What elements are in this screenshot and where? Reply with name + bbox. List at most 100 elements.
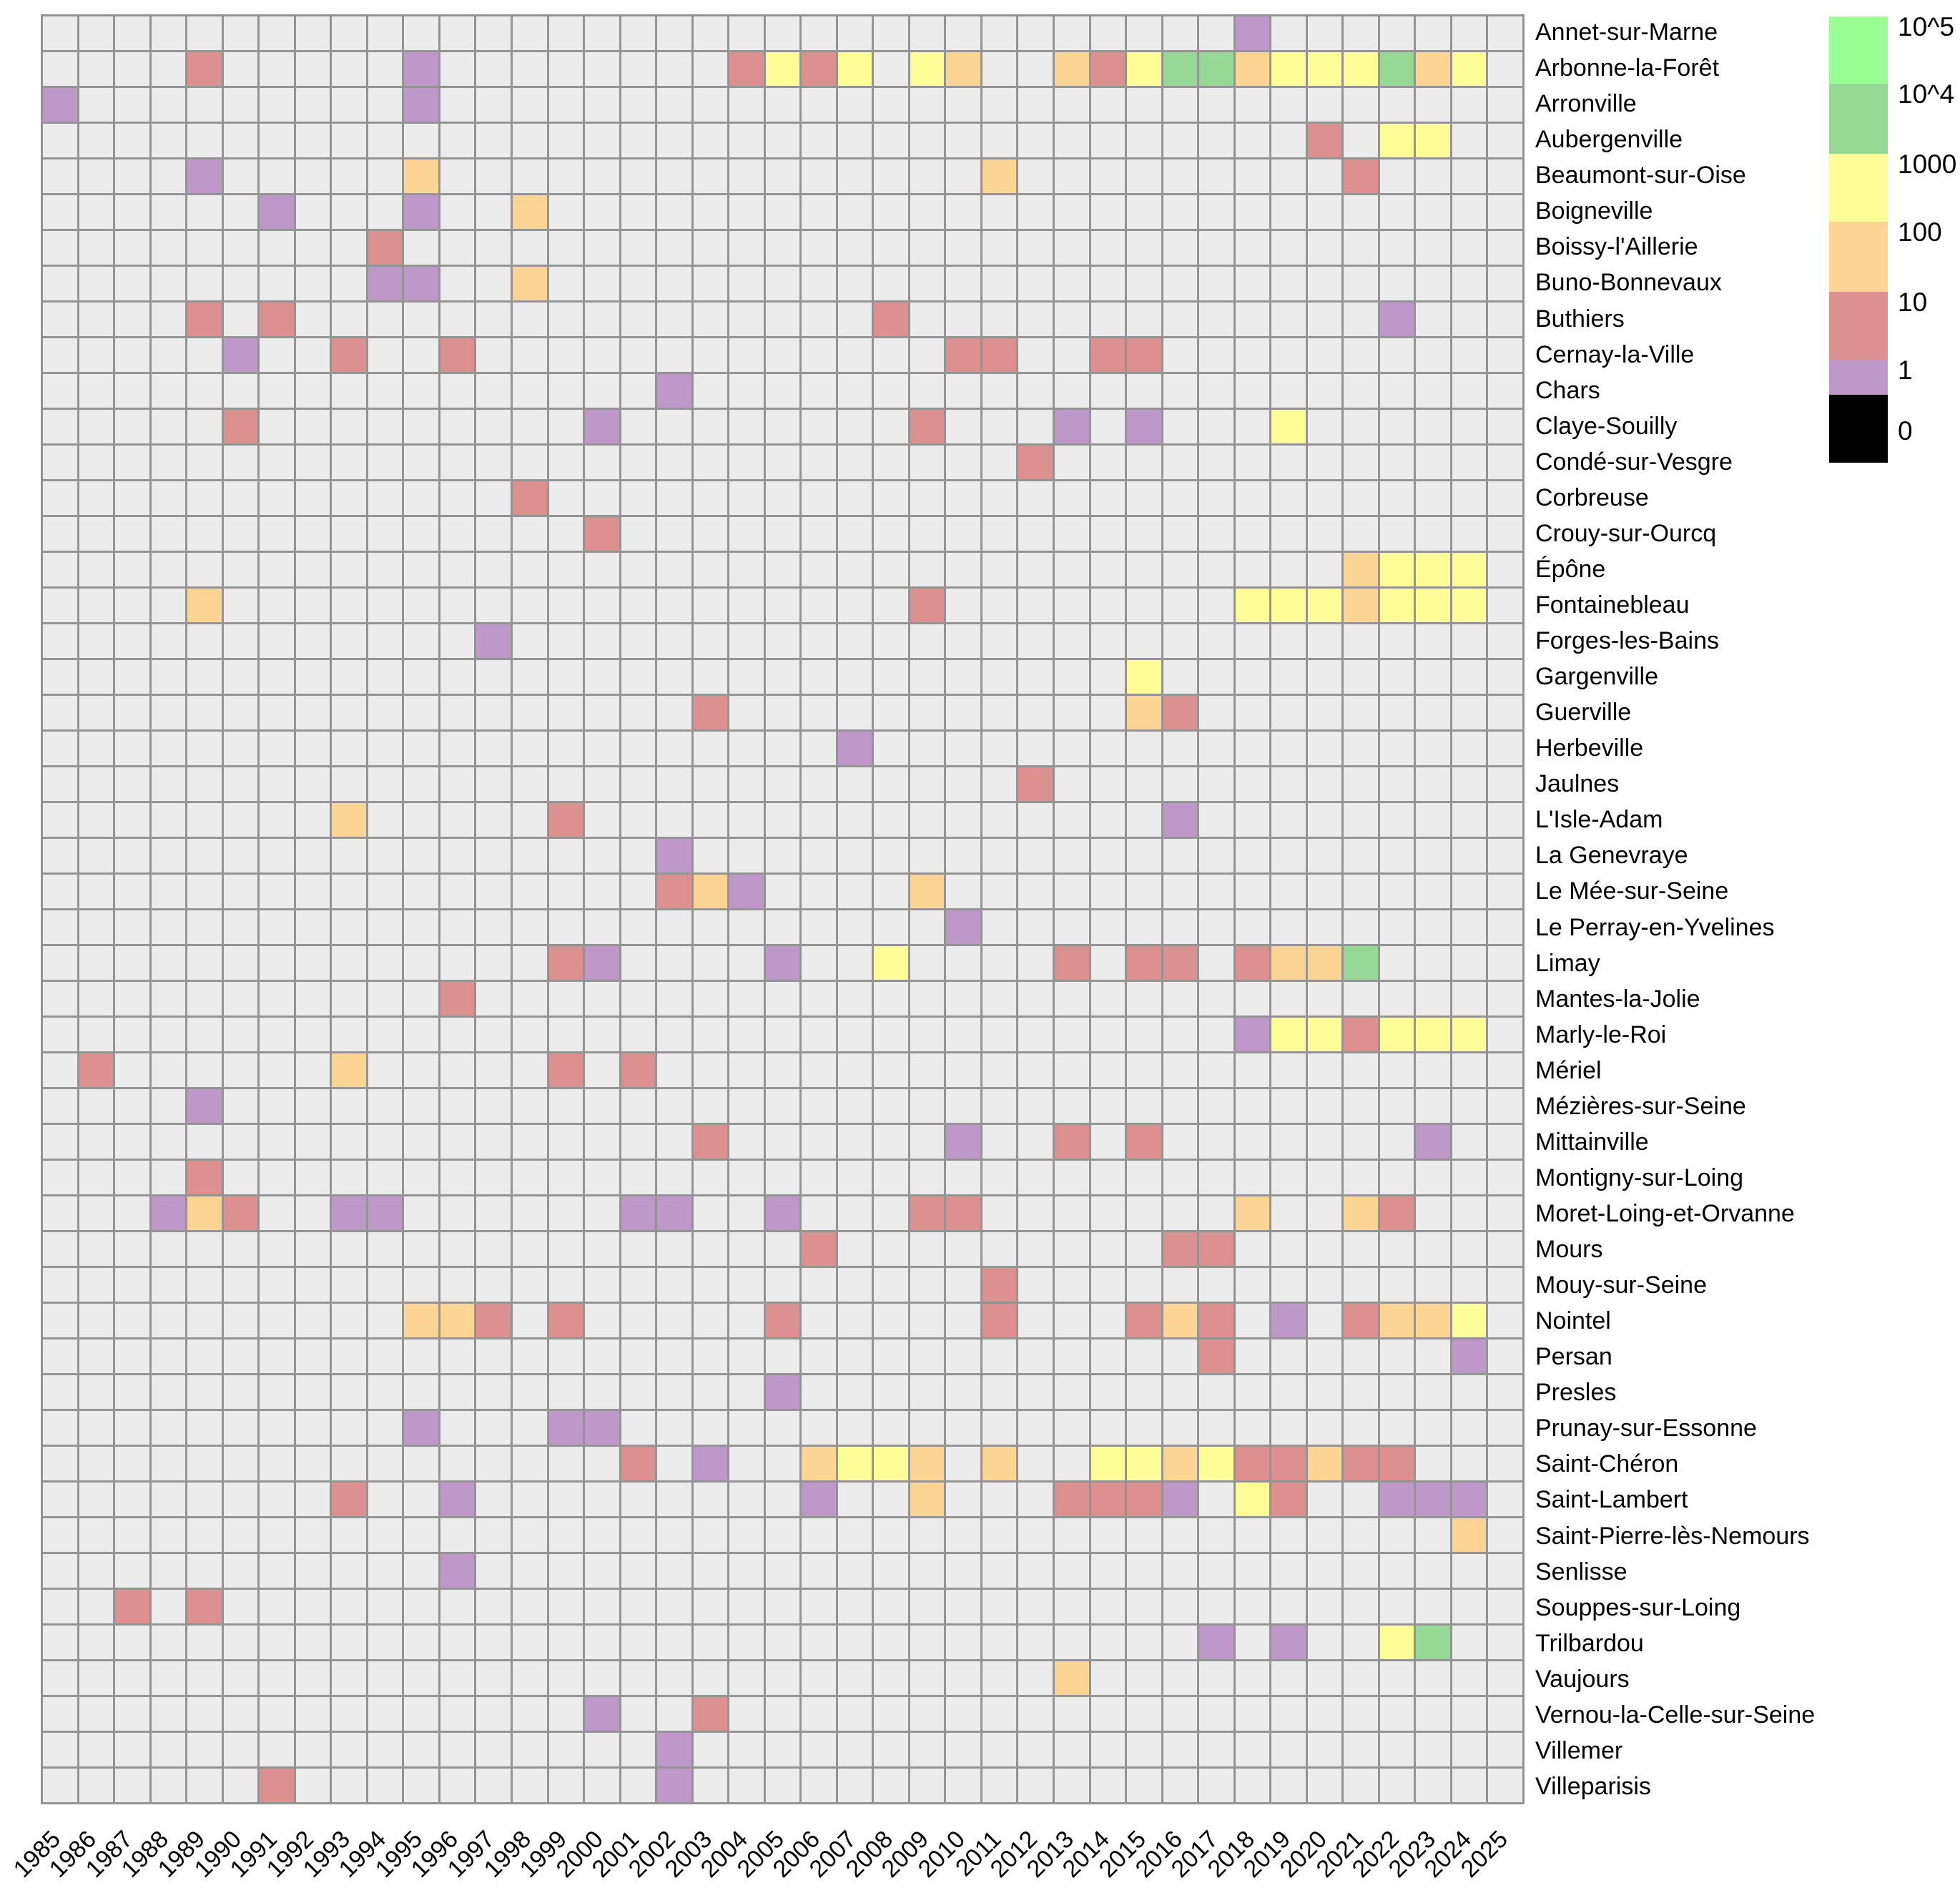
heatmap-cell [910,1733,945,1766]
heatmap-cell [1452,481,1487,515]
row-label: Cernay-la-Ville [1535,340,1695,368]
heatmap-cell [1018,803,1053,837]
heatmap-cell [440,1268,475,1302]
heatmap-cell [187,910,222,944]
heatmap-cell [585,1089,619,1123]
heatmap-cell [1199,1125,1233,1159]
heatmap-cell [765,1554,800,1588]
heatmap-cell [404,624,438,658]
heatmap-cell [1090,1411,1126,1445]
heatmap-cell [187,1018,222,1051]
heatmap-cell [729,1447,764,1480]
heatmap-cell [1379,410,1414,443]
heatmap-cell [79,374,114,408]
heatmap-cell [802,1554,836,1588]
heatmap-cell [1199,1089,1233,1123]
heatmap-cell [1018,696,1053,729]
heatmap-cell [765,1125,800,1159]
heatmap-cell [1271,1018,1306,1051]
heatmap-cell [1452,1018,1487,1051]
heatmap-cell [1018,1161,1053,1194]
heatmap-cell [151,1554,186,1588]
heatmap-cell [910,88,945,122]
heatmap-cell [874,589,908,622]
heatmap-cell [585,1733,619,1766]
heatmap-cell [1055,1769,1089,1802]
heatmap-cell [548,1125,583,1159]
heatmap-cell [1127,1661,1161,1695]
heatmap-cell [1127,195,1161,229]
heatmap-cell [765,946,800,980]
heatmap-cell [295,1661,330,1695]
heatmap-cell [332,1411,366,1445]
heatmap-cell [621,624,656,658]
heatmap-cell [1344,16,1378,50]
heatmap-cell [1163,1697,1198,1731]
heatmap-cell [729,446,764,479]
heatmap-cell [1307,875,1342,908]
heatmap-cell [476,839,511,872]
heatmap-cell [1163,946,1198,980]
heatmap-cell [548,1089,583,1123]
heatmap-cell [910,910,945,944]
heatmap-cell [1379,1661,1414,1695]
heatmap-cell [585,1554,619,1588]
heatmap-cell [295,1196,330,1230]
heatmap-cell [802,875,836,908]
heatmap-cell [1416,696,1450,729]
heatmap-cell [621,767,656,801]
heatmap-cell [802,267,836,300]
heatmap-cell [1488,1661,1522,1695]
heatmap-cell [693,696,728,729]
heatmap-cell [837,267,872,300]
heatmap-cell [1235,1447,1270,1480]
heatmap-cell [187,553,222,586]
heatmap-cell [585,446,619,479]
heatmap-cell [260,875,294,908]
heatmap-cell [765,875,800,908]
heatmap-cell [440,1161,475,1194]
heatmap-cell [621,16,656,50]
heatmap-cell [332,1733,366,1766]
heatmap-cell [874,1733,908,1766]
heatmap-cell [1163,1483,1198,1516]
heatmap-cell [368,1125,403,1159]
heatmap-cell [910,589,945,622]
row-label: Forges-les-Bains [1535,627,1719,655]
heatmap-cell [729,303,764,336]
heatmap-cell [512,696,547,729]
heatmap-cell [295,982,330,1016]
heatmap-cell [260,1483,294,1516]
heatmap-cell [802,1053,836,1087]
heatmap-cell [837,1554,872,1588]
heatmap-cell [512,481,547,515]
heatmap-cell [1163,481,1198,515]
heatmap-cell [874,1339,908,1373]
heatmap-cell [476,803,511,837]
heatmap-cell [837,88,872,122]
heatmap-cell [368,1769,403,1802]
heatmap-cell [837,696,872,729]
heatmap-cell [1163,1411,1198,1445]
row-label: Annet-sur-Marne [1535,19,1718,46]
heatmap-cell [1344,910,1378,944]
heatmap-cell [657,1125,691,1159]
heatmap-cell [115,589,149,622]
heatmap-cell [765,231,800,265]
heatmap-cell [1271,910,1306,944]
heatmap-cell [43,767,77,801]
heatmap-cell [1090,1733,1126,1766]
heatmap-cell [115,1339,149,1373]
heatmap-cell [1379,374,1414,408]
heatmap-cell [260,1626,294,1659]
heatmap-cell [1018,1375,1053,1409]
legend-label: 10 [1898,287,1928,317]
heatmap-cell [548,1554,583,1588]
heatmap-cell [946,1089,980,1123]
heatmap-cell [657,767,691,801]
heatmap-cell [1090,1232,1126,1266]
heatmap-cell [1416,410,1450,443]
heatmap-cell [79,517,114,551]
heatmap-cell [910,982,945,1016]
